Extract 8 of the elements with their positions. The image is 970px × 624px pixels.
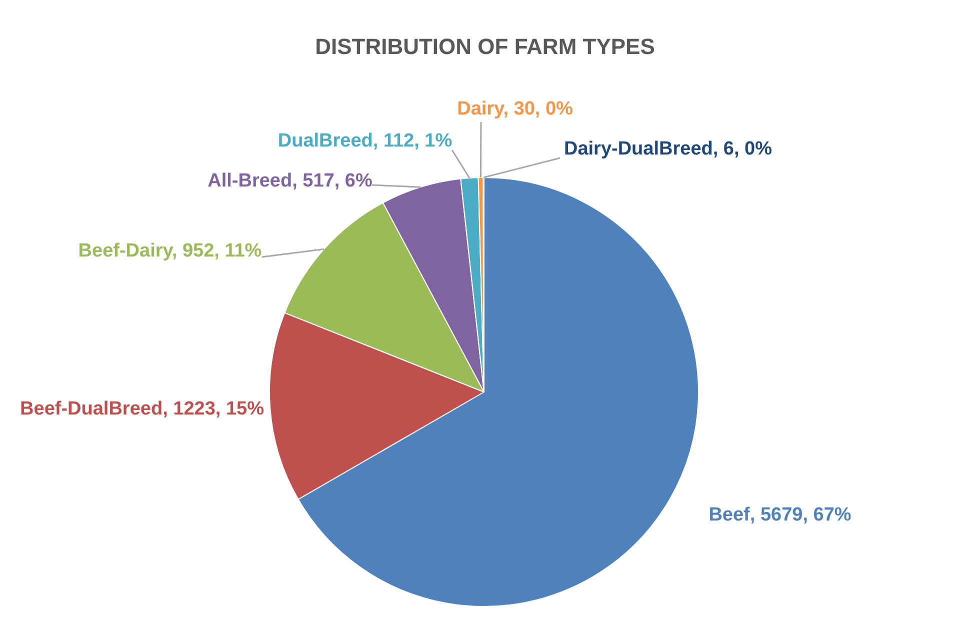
- slice-label: Beef, 5679, 67%: [708, 504, 852, 526]
- slice-label: Dairy-DualBreed, 6, 0%: [564, 138, 772, 160]
- slice-label: Beef-DualBreed, 1223, 15%: [20, 398, 264, 420]
- slice-label: Dairy, 30, 0%: [457, 98, 574, 120]
- slice-label: All-Breed, 517, 6%: [208, 170, 372, 192]
- slice-label: Beef-Dairy, 952, 11%: [78, 240, 262, 262]
- slice-label: DualBreed, 112, 1%: [278, 130, 452, 152]
- chart-title: DISTRIBUTION OF FARM TYPES: [315, 34, 655, 60]
